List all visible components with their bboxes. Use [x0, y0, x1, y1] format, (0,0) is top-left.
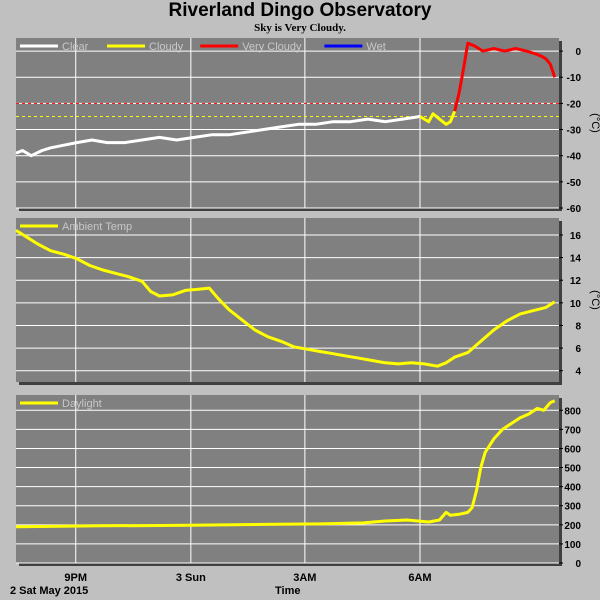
chart-title: Riverland Dingo Observatory [168, 0, 432, 21]
y-tick-label: 8 [575, 321, 581, 332]
y-tick-label: 700 [564, 425, 581, 436]
y-tick-label: 0 [575, 47, 581, 58]
y-axis-label: (°C) [589, 113, 600, 133]
y-tick-label: -30 [567, 126, 582, 137]
y-tick-label: 300 [564, 502, 581, 513]
y-tick-label: 600 [564, 444, 581, 455]
x-tick-label: 6AM [408, 572, 431, 584]
y-tick-label: -60 [567, 204, 582, 215]
y-tick-label: 0 [575, 559, 581, 570]
x-tick-label: 3AM [293, 572, 316, 584]
series-daylight [15, 399, 556, 529]
footer-date: 2 Sat May 2015 [10, 585, 89, 597]
y-tick-label: 200 [564, 521, 581, 532]
legend-label: Wet [366, 41, 385, 53]
y-tick-label: -50 [567, 178, 582, 189]
y-tick-label: -40 [567, 152, 582, 163]
x-tick-label: 9PM [64, 572, 87, 584]
y-tick-label: 6 [575, 344, 581, 355]
x-tick-label: 3 Sun [176, 572, 206, 584]
footer-xlabel: Time [275, 585, 301, 597]
chart-subtitle: Sky is Very Cloudy. [254, 22, 346, 34]
panel-3-plot-area [16, 395, 559, 563]
legend-label: Clear [62, 41, 89, 53]
y-tick-label: -20 [567, 99, 582, 110]
y-tick-label: 4 [575, 367, 581, 378]
y-tick-label: 14 [570, 254, 582, 265]
y-tick-label: -10 [567, 73, 582, 84]
panel-1-plot-area [16, 38, 559, 208]
y-tick-label: 500 [564, 464, 581, 475]
series-cloudy [419, 110, 457, 126]
y-tick-label: 16 [570, 231, 582, 242]
legend-label: Ambient Temp [62, 221, 132, 233]
legend-label: Very Cloudy [242, 41, 302, 53]
y-tick-label: 800 [564, 406, 581, 417]
legend-label: Daylight [62, 398, 102, 410]
y-tick-label: 100 [564, 540, 581, 551]
legend-label: Cloudy [149, 41, 184, 53]
y-axis-label: (°C) [589, 290, 600, 310]
panel-2-plot-area [16, 218, 559, 382]
series-ambient-temp [15, 229, 556, 368]
series-very-cloudy [453, 41, 557, 112]
series-clear [15, 115, 421, 158]
y-tick-label: 12 [570, 276, 582, 287]
y-tick-label: 10 [570, 299, 582, 310]
y-tick-label: 400 [564, 483, 581, 494]
